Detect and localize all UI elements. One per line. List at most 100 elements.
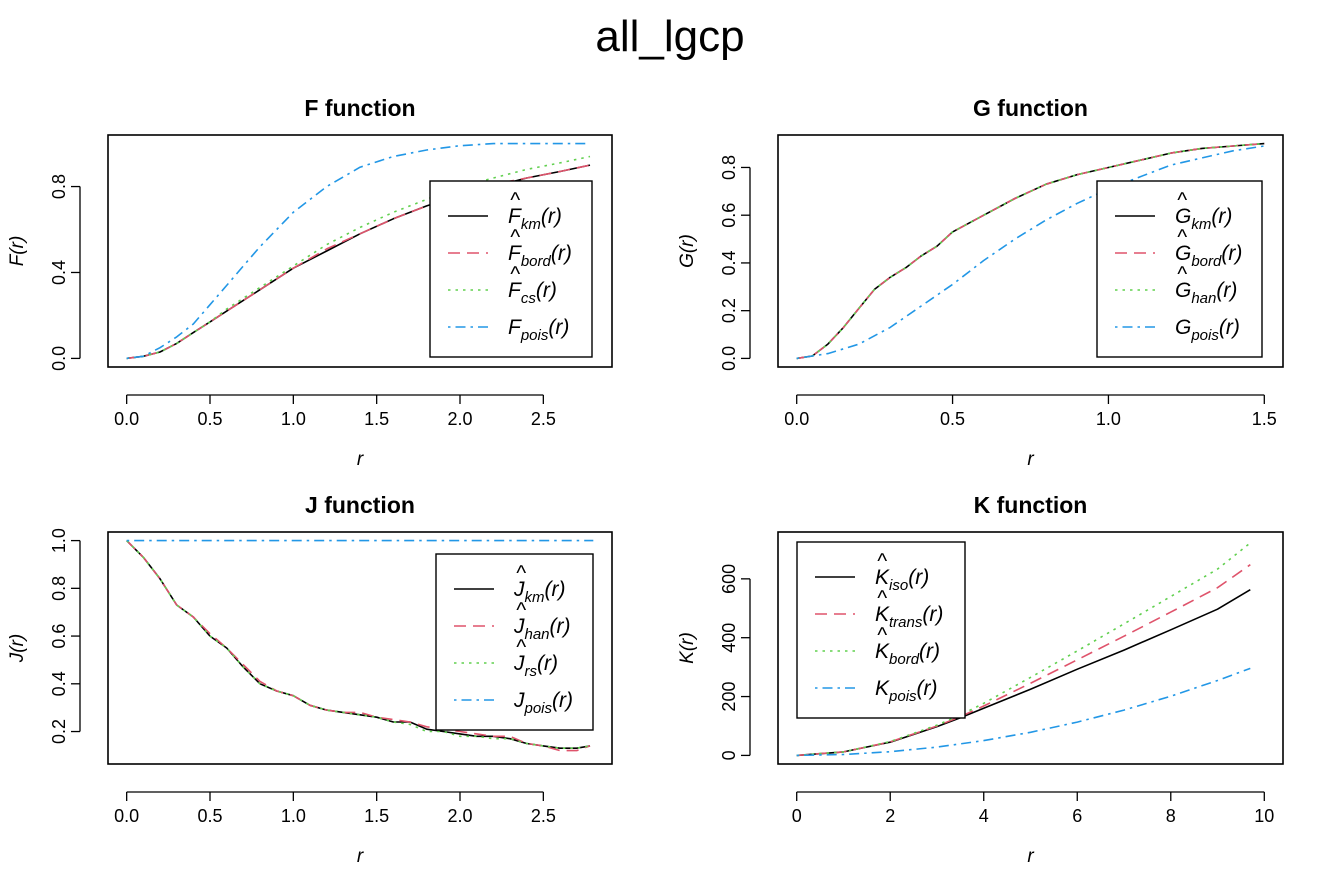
series-line-km: [126, 540, 591, 750]
legend-label-base: G: [1175, 205, 1191, 228]
y-tick-label: 0.6: [719, 203, 739, 228]
legend-label-argument: (r): [536, 279, 557, 302]
x-tick-label: 0.0: [114, 409, 139, 429]
x-tick-label: 1.0: [1096, 409, 1121, 429]
legend-label-bord: Kbord(r): [875, 640, 940, 668]
legend-hat-mark: ^: [1177, 263, 1188, 286]
plot-frame: [107, 531, 613, 765]
x-tick-label: 0.5: [197, 806, 222, 826]
legend-label-argument: (r): [548, 316, 569, 339]
plot-frame: [777, 134, 1284, 368]
legend-label-base: K: [875, 640, 890, 663]
x-tick-label: 10: [1254, 806, 1274, 826]
legend-hat-mark: ^: [510, 263, 521, 286]
plot-frame: [777, 531, 1284, 765]
legend-label-base: F: [508, 205, 522, 228]
x-tick-label: 6: [1072, 806, 1082, 826]
legend: Jkm(r)^Jhan(r)^Jrs(r)^Jpois(r): [435, 553, 594, 731]
legend-hat-mark: ^: [1177, 189, 1188, 212]
legend-label-bord: Gbord(r): [1175, 242, 1242, 270]
legend-label-subscript: km: [525, 589, 545, 606]
y-axis-label: J(r): [7, 634, 28, 663]
x-tick-label: 0.5: [940, 409, 965, 429]
legend-label-argument: (r): [1216, 279, 1237, 302]
legend: Gkm(r)^Gbord(r)^Ghan(r)^Gpois(r): [1096, 180, 1263, 358]
y-tick-label: 0.0: [49, 346, 69, 371]
legend-label-subscript: pois: [1190, 327, 1219, 344]
legend-hat-mark: ^: [877, 624, 888, 647]
legend-label-base: G: [1175, 242, 1191, 265]
panel-title: J function: [305, 492, 415, 518]
legend-label-argument: (r): [552, 689, 573, 712]
legend-hat-mark: ^: [1177, 226, 1188, 249]
series-line-bord: [126, 164, 591, 360]
x-tick-label: 0.5: [197, 409, 222, 429]
series-line-pois: [126, 142, 590, 360]
legend-label-han: Ghan(r): [1175, 279, 1237, 307]
legend: Kiso(r)^Ktrans(r)^Kbord(r)^Kpois(r): [796, 541, 966, 719]
y-tick-label: 0: [719, 750, 739, 760]
y-tick-label: 400: [719, 623, 739, 653]
series-line-han: [126, 540, 591, 752]
legend-label-argument: (r): [919, 640, 940, 663]
panel-title: F function: [304, 95, 415, 121]
legend-label-subscript: trans: [889, 614, 923, 631]
legend-label-base: K: [875, 603, 890, 626]
y-tick-label: 0.8: [49, 174, 69, 199]
legend-label-subscript: han: [525, 626, 550, 643]
legend-label-argument: (r): [1211, 205, 1232, 228]
legend-label-rs: Jrs(r): [513, 652, 558, 680]
x-tick-label: 2: [885, 806, 895, 826]
x-tick-label: 1.0: [281, 806, 306, 826]
series-line-bord: [796, 142, 1265, 360]
legend-label-han: Jhan(r): [513, 615, 571, 643]
legend-hat-mark: ^: [877, 550, 888, 573]
legend-label-pois: Gpois(r): [1175, 316, 1240, 344]
legend-label-argument: (r): [537, 652, 558, 675]
legend-label-trans: Ktrans(r): [875, 603, 943, 631]
legend-hat-mark: ^: [510, 189, 521, 212]
legend-hat-mark: ^: [877, 587, 888, 610]
x-axis-label: r: [357, 846, 364, 867]
series-line-han: [796, 142, 1265, 360]
x-tick-label: 4: [979, 806, 989, 826]
x-tick-label: 0: [792, 806, 802, 826]
y-tick-label: 0.8: [49, 576, 69, 601]
y-axis-label: G(r): [677, 234, 698, 268]
legend-label-subscript: km: [521, 216, 541, 233]
legend-hat-mark: ^: [516, 562, 527, 585]
x-tick-label: 2.0: [447, 806, 472, 826]
y-tick-label: 1.0: [49, 528, 69, 553]
legend-label-subscript: bord: [1191, 253, 1222, 270]
x-tick-label: 0.0: [114, 806, 139, 826]
legend-label-km: Fkm(r): [508, 205, 562, 233]
y-tick-label: 0.8: [719, 155, 739, 180]
x-tick-label: 1.5: [1252, 409, 1277, 429]
series-line-pois: [796, 145, 1265, 360]
legend-hat-mark: ^: [510, 226, 521, 249]
legend-label-subscript: han: [1191, 290, 1216, 307]
y-tick-label: 0.6: [49, 624, 69, 649]
legend-label-subscript: rs: [525, 663, 538, 680]
legend-label-subscript: pois: [524, 700, 553, 717]
y-tick-label: 0.2: [719, 298, 739, 323]
legend-label-base: K: [875, 566, 890, 589]
legend-label-iso: Kiso(r): [875, 566, 929, 594]
series-line-bord: [796, 542, 1251, 757]
legend-label-pois: Kpois(r): [875, 677, 938, 705]
legend-label-bord: Fbord(r): [508, 242, 572, 270]
legend-label-argument: (r): [551, 242, 572, 265]
legend-hat-mark: ^: [516, 599, 527, 622]
y-tick-label: 0.4: [49, 671, 69, 696]
x-axis-label: r: [357, 449, 364, 470]
y-axis-label: F(r): [7, 236, 28, 267]
panel-j-function: J function 0.0 0.5 1.0 1.5 2.0 2.5 0.2 0.4 0.6 0.8…: [7, 492, 613, 867]
x-tick-label: 1.5: [364, 409, 389, 429]
x-axis-label: r: [1027, 449, 1034, 470]
panel-title: G function: [973, 95, 1088, 121]
legend-label-argument: (r): [908, 566, 929, 589]
panel-title: K function: [974, 492, 1088, 518]
